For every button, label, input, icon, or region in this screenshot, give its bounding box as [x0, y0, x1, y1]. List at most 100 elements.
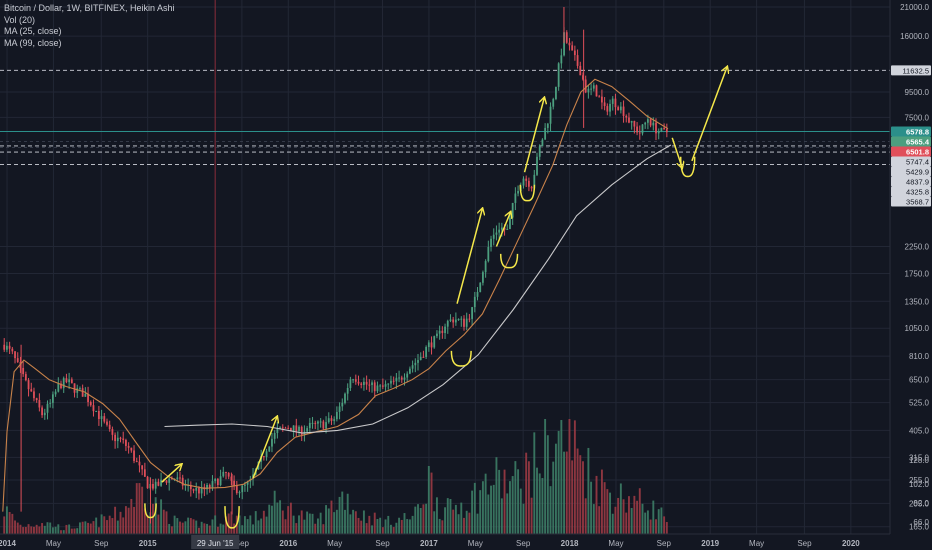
volume-bar — [463, 517, 465, 534]
candle-body — [419, 356, 422, 361]
volume-bar — [495, 457, 498, 534]
candle-body — [373, 382, 376, 392]
crosshair-date-box — [191, 535, 240, 549]
candle-body — [500, 227, 503, 230]
candle-body — [611, 98, 614, 104]
volume-bar — [46, 522, 49, 534]
price-label-box — [891, 126, 931, 137]
volume-bar — [298, 515, 300, 534]
candle-body — [70, 379, 73, 384]
volume-bar — [311, 513, 314, 534]
price-label-text: 4837.9 — [906, 177, 929, 186]
legend-ma99[interactable]: MA (99, close) — [4, 37, 62, 48]
volume-bar — [403, 513, 406, 534]
volume-bar — [8, 512, 11, 534]
volume-bar — [430, 472, 433, 534]
volume-bar — [435, 497, 438, 534]
candle-body — [154, 481, 157, 489]
volume-bar — [541, 478, 544, 534]
legend-vol[interactable]: Vol (20) — [4, 14, 36, 25]
volume-bar — [152, 503, 154, 534]
price-label-text: 11632.5 — [902, 66, 929, 75]
volume-bar — [563, 451, 566, 534]
candle-body — [327, 418, 330, 423]
candle-body — [511, 202, 514, 218]
candle-body — [89, 402, 92, 406]
annotation-arrow — [161, 464, 182, 483]
candle-body — [487, 246, 490, 262]
volume-bar — [354, 511, 357, 534]
volume-bar — [587, 447, 590, 534]
price-label-text: 6565.4 — [906, 137, 930, 146]
volume-bar — [352, 509, 355, 534]
volume-bar — [208, 525, 211, 534]
volume-bar — [41, 523, 44, 534]
candle-body — [387, 383, 390, 385]
volume-bar — [387, 515, 390, 534]
volume-bar — [565, 451, 568, 534]
candle-body — [24, 374, 27, 381]
candle-body — [617, 107, 620, 111]
volume-bar — [327, 508, 330, 534]
volume-bar — [308, 513, 311, 534]
candle-body — [463, 318, 465, 327]
candle-body — [522, 178, 525, 186]
volume-bar — [62, 530, 65, 534]
candle-body — [592, 85, 595, 89]
volume-bar — [154, 497, 157, 534]
volume-bar — [379, 517, 382, 534]
volume-bar — [33, 526, 35, 534]
candle-body — [238, 492, 241, 494]
candle-body — [273, 433, 276, 439]
volume-bar — [143, 508, 146, 534]
volume-bar — [571, 460, 574, 534]
candle-body — [341, 402, 344, 407]
candle-body — [322, 421, 325, 429]
candle-body — [179, 477, 181, 479]
legend-title[interactable]: Bitcoin / Dollar, 1W, BITFINEX, Heikin A… — [4, 3, 175, 13]
volume-bar — [454, 504, 457, 534]
volume-bar — [68, 524, 71, 534]
volume-bar — [200, 521, 203, 534]
volume-bar — [222, 524, 225, 534]
candle-body — [400, 377, 403, 380]
candle-body — [484, 261, 487, 273]
candle-body — [208, 484, 211, 489]
price-tick-label: 2250.0 — [905, 243, 930, 252]
time-tick-label: Sep — [235, 539, 250, 548]
legend-ma25[interactable]: MA (25, close) — [4, 26, 62, 36]
candle-body — [33, 391, 35, 399]
volume-bar — [452, 509, 455, 534]
volume-bar — [70, 528, 73, 534]
volume-bar — [189, 518, 192, 534]
volume-bar — [265, 516, 268, 534]
price-label: 5429.9 — [891, 166, 931, 177]
volume-bar — [582, 461, 584, 534]
volume-bar — [97, 527, 100, 534]
price-label: 4837.9 — [891, 176, 931, 187]
volume-bar — [51, 527, 54, 534]
candle-body — [433, 336, 436, 348]
volume-bar — [279, 500, 282, 534]
volume-bar — [579, 455, 582, 534]
candle-body — [584, 79, 587, 93]
candle-body — [76, 388, 79, 393]
candle-body — [119, 437, 122, 439]
candle-body — [660, 127, 663, 132]
candle-body — [625, 115, 628, 118]
volume-bar — [35, 524, 38, 534]
price-label-box — [891, 176, 931, 187]
candle-body — [295, 425, 298, 432]
candle-body — [430, 342, 433, 348]
volume-bar — [530, 497, 533, 534]
candle-body — [590, 88, 592, 90]
volume-bar — [3, 516, 6, 534]
candle-body — [11, 348, 14, 352]
volume-bar — [116, 520, 119, 534]
price-axis-bg — [890, 0, 932, 550]
volume-bar — [365, 523, 368, 534]
price-label: 3568.7 — [891, 196, 931, 207]
volume-bar — [76, 528, 79, 534]
